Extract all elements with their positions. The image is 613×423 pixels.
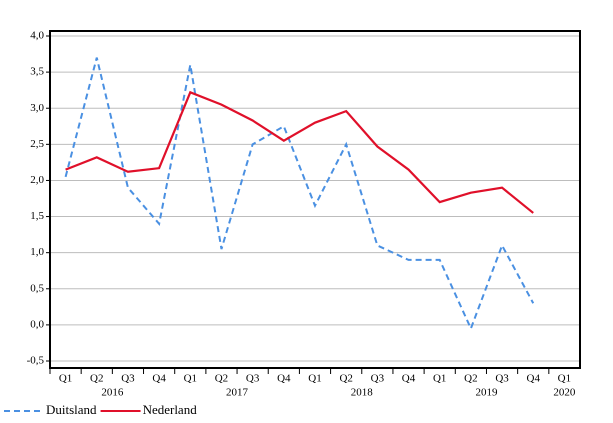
x-tick-label: Q2 [339, 373, 352, 385]
y-tick-label: 4,0 [30, 30, 44, 42]
x-tick-label: Q3 [246, 373, 260, 385]
plot-frame [49, 30, 581, 369]
legend-label: Duitsland [46, 402, 97, 417]
y-tick-label: 0,5 [30, 282, 44, 294]
y-tick-label: 2,0 [30, 174, 44, 186]
series-line [64, 57, 535, 332]
x-group-label: 2020 [553, 387, 576, 399]
x-tick-label: Q1 [184, 373, 197, 385]
series-line [65, 90, 534, 214]
y-tick-label: 3,0 [30, 102, 44, 114]
y-tick-label: -0,5 [27, 355, 45, 367]
y-tick-label: 1,0 [30, 246, 44, 258]
legend-label: Nederland [143, 402, 198, 417]
x-tick-label: Q4 [527, 373, 541, 385]
y-tick-label: 1,5 [30, 210, 44, 222]
x-tick-label: Q1 [433, 373, 446, 385]
x-group-label: 2016 [101, 387, 124, 399]
y-tick-label: 3,5 [30, 66, 44, 78]
x-tick-label: Q2 [464, 373, 477, 385]
x-group-label: 2017 [226, 387, 249, 399]
x-group-label: 2018 [351, 387, 374, 399]
x-tick-label: Q4 [152, 373, 166, 385]
x-tick-label: Q1 [558, 373, 571, 385]
grid [50, 35, 580, 362]
x-group-label: 2019 [475, 387, 498, 399]
x-tick-label: Q2 [90, 373, 103, 385]
y-tick-label: 0,0 [30, 318, 44, 330]
x-tick-label: Q4 [402, 373, 416, 385]
x-tick-label: Q4 [277, 373, 291, 385]
x-tick-label: Q1 [59, 373, 72, 385]
x-tick-label: Q1 [308, 373, 321, 385]
y-tick-label: 2,5 [30, 138, 44, 150]
x-tick-label: Q3 [495, 373, 509, 385]
lines [64, 57, 535, 332]
x-tick-label: Q3 [371, 373, 385, 385]
x-tick-label: Q3 [121, 373, 135, 385]
x-tick-label: Q2 [215, 373, 228, 385]
